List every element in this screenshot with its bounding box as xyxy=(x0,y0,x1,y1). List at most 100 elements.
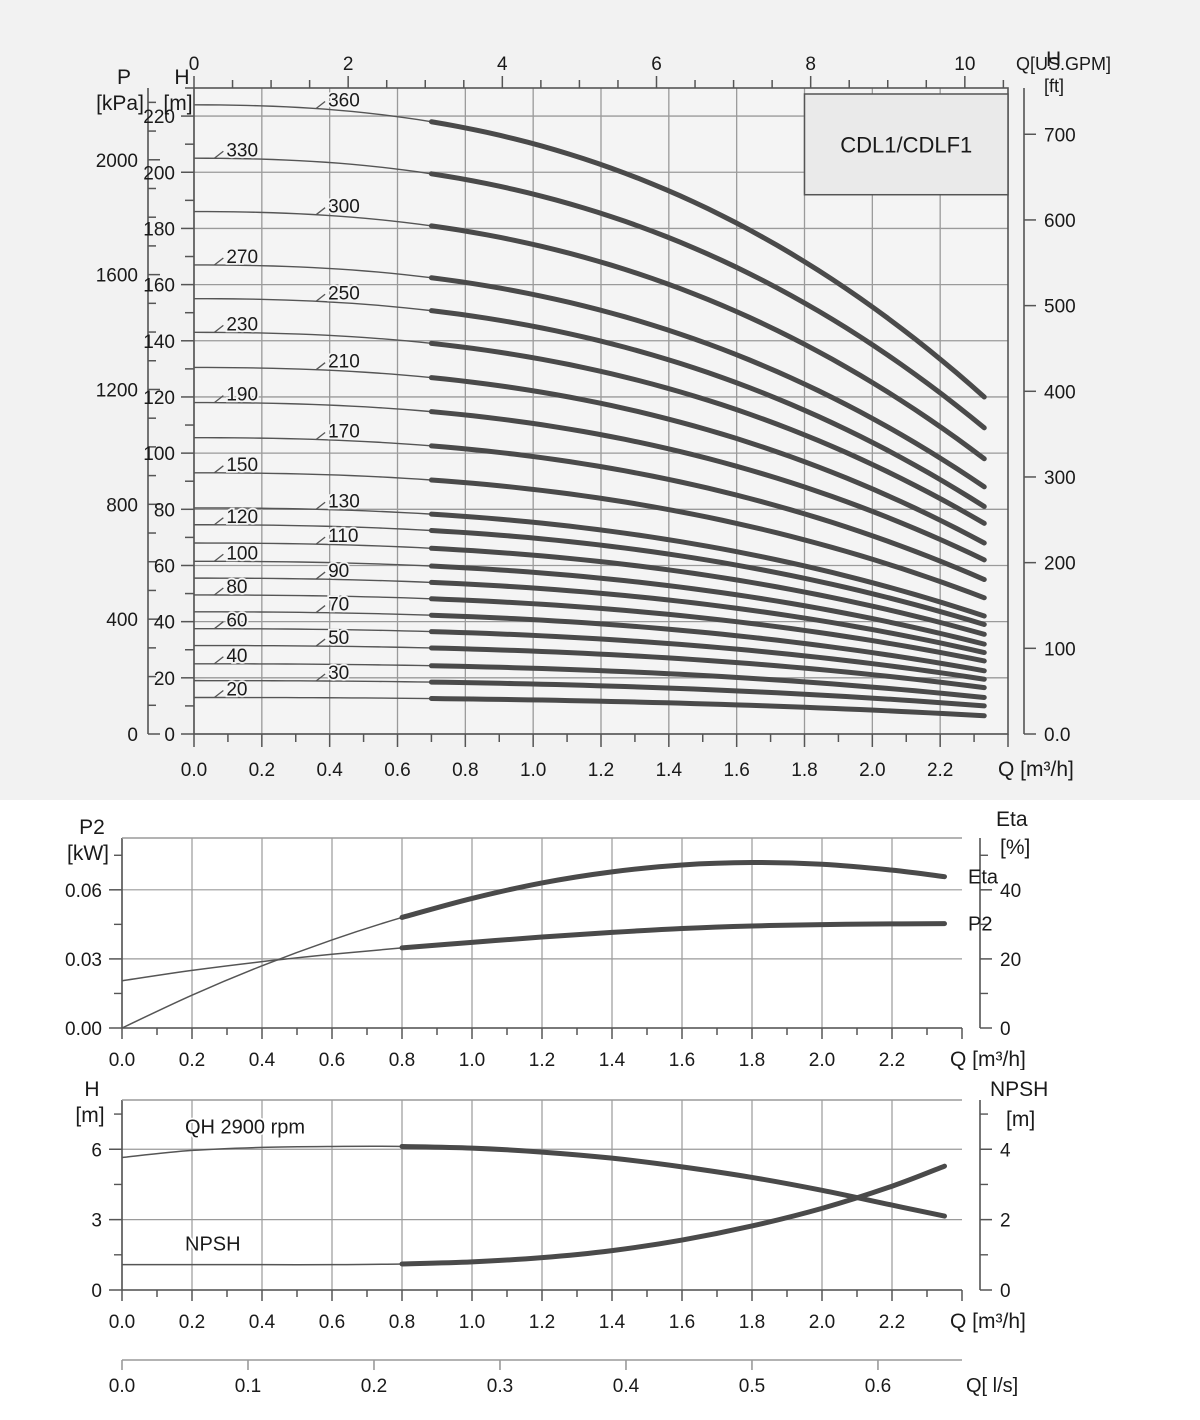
qh-label-leader xyxy=(213,324,224,333)
qh-curve-duty xyxy=(428,528,987,627)
qh-curve-duty xyxy=(428,171,987,431)
eta-curve-duty xyxy=(399,860,947,920)
qh-curve-thin xyxy=(121,1145,945,1217)
power-curve xyxy=(121,921,947,982)
qh-curve-duty xyxy=(428,308,987,509)
qh-label-leader xyxy=(315,101,326,110)
power-series-label: P2 xyxy=(968,914,992,936)
flow-axis-title: Q [m³/h] xyxy=(950,1310,1026,1333)
npsh-tick-label: 2 xyxy=(1000,1211,1011,1232)
flow-ls-axis-title: Q[ l/s] xyxy=(966,1375,1018,1397)
qh-curve-duty xyxy=(428,375,987,546)
qh-curve-duty xyxy=(428,275,987,490)
flow-tick-label: 0.4 xyxy=(249,1312,276,1333)
qh-curve-label-group: 80 xyxy=(213,575,249,600)
head-axis-unit: [m] xyxy=(163,92,192,115)
qh-curve-label: 190 xyxy=(226,385,258,406)
qh-curve xyxy=(193,401,987,563)
flow-tick-label: 1.8 xyxy=(739,1312,765,1333)
qh-curve-label-group: 100 xyxy=(213,542,260,566)
flow-tick-label: 0.2 xyxy=(179,1312,205,1333)
qh-label-leader xyxy=(315,362,326,371)
flow-tick-label: 0.8 xyxy=(389,1050,415,1070)
head-tick-label: 0 xyxy=(164,725,175,746)
qh-curve-duty xyxy=(428,579,987,656)
qh-curve-label-group: 90 xyxy=(315,559,351,584)
power-axis-title: P2 xyxy=(79,816,105,839)
eta-curve xyxy=(121,860,947,1029)
model-label-box xyxy=(803,93,1009,196)
qh-curve-duty xyxy=(428,511,987,619)
npsh-series-label: NPSH xyxy=(185,1234,241,1256)
qh-curve xyxy=(193,331,987,526)
head-tick-label: 140 xyxy=(143,332,175,353)
qh-curve xyxy=(193,611,987,674)
pressure-axis-title: P xyxy=(117,66,131,89)
head-ft-axis-title: H xyxy=(1046,48,1061,71)
qh-curve-label-group: 60 xyxy=(213,609,249,633)
power-tick-label: 0.03 xyxy=(65,950,102,971)
flow-tick-label: 1.8 xyxy=(739,1050,765,1070)
head-ft-axis-unit: [ft] xyxy=(1044,76,1064,96)
qh-curve-duty xyxy=(399,1143,947,1219)
qh-curve-duty xyxy=(428,340,987,526)
qh-curve-label-group: 30 xyxy=(315,661,351,686)
qh-curve xyxy=(193,104,987,400)
qh-curve-label: 20 xyxy=(226,679,247,700)
qh-curve-label-group: 150 xyxy=(213,453,260,478)
qh-curve-label: 90 xyxy=(328,561,349,582)
model-label: CDL1/CDLF1 xyxy=(840,132,972,157)
head-tick-label: 40 xyxy=(154,613,175,634)
flow-tick-label: 2.0 xyxy=(859,760,885,781)
qh-curve-label-group: 130 xyxy=(315,490,362,514)
flow-ls-tick-label: 0.4 xyxy=(613,1376,640,1397)
qh-curve-duty xyxy=(428,612,987,674)
pressure-tick-label: 2000 xyxy=(96,151,138,172)
head-axis-title: H xyxy=(174,66,189,89)
eta-tick-label: 0 xyxy=(1000,1019,1011,1040)
flow-tick-label: 1.4 xyxy=(656,760,683,781)
qh-label-leader xyxy=(213,517,224,526)
head-tick-label: 120 xyxy=(143,388,175,409)
flow-tick-label: 1.2 xyxy=(529,1312,555,1333)
qh-label-leader xyxy=(213,587,224,596)
head-ft-tick-label: 700 xyxy=(1044,125,1076,146)
eta-axis-unit: [%] xyxy=(1000,836,1030,859)
head-tick-label: 20 xyxy=(154,669,175,690)
qh-curve-label-group: 40 xyxy=(213,644,249,669)
qh-curve xyxy=(193,157,987,431)
qh-curve-label-group: 330 xyxy=(213,139,260,163)
qh-curve-label: 40 xyxy=(226,646,247,667)
qh-curve xyxy=(193,679,987,709)
gpm-tick-label: 8 xyxy=(805,54,816,75)
flow-tick-label: 0.6 xyxy=(384,760,410,781)
qh-curve xyxy=(193,663,987,700)
qh-curve-label-group: 20 xyxy=(213,678,249,702)
head-ft-tick-label: 200 xyxy=(1044,554,1076,575)
flow-tick-label: 0.2 xyxy=(179,1050,205,1070)
flow-tick-label: 2.2 xyxy=(879,1050,905,1070)
qh-curve-duty xyxy=(428,409,987,563)
eta-tick-label: 20 xyxy=(1000,950,1021,971)
qh-curve-duty xyxy=(428,443,987,583)
qh-curve xyxy=(193,264,987,490)
qh-curve xyxy=(193,436,987,583)
qh-label-leader xyxy=(315,293,326,302)
qh-label-leader xyxy=(213,465,224,474)
gpm-tick-label: 2 xyxy=(343,54,354,75)
head-tick-label: 0 xyxy=(91,1281,102,1302)
qh-curve-label-group: 270 xyxy=(213,245,260,270)
pressure-tick-label: 1200 xyxy=(96,380,138,401)
flow-ls-tick-label: 0.6 xyxy=(865,1376,891,1397)
qh-curve-label: 250 xyxy=(328,283,360,304)
qh-curve-label-group: 70 xyxy=(315,593,351,617)
head-tick-label: 220 xyxy=(143,107,175,128)
flow-ls-tick-label: 0.1 xyxy=(235,1376,261,1397)
qh-curve xyxy=(193,594,987,664)
qh-curve-duty xyxy=(428,477,987,601)
head-tick-label: 80 xyxy=(154,500,175,521)
flow-tick-label: 0.6 xyxy=(319,1312,345,1333)
qh-curve-label: 50 xyxy=(328,628,349,649)
flow-ls-axis: 0.0 0.1 0.2 0.3 0.4 0.5 0.6 Q[ l/s] xyxy=(109,1359,1018,1397)
